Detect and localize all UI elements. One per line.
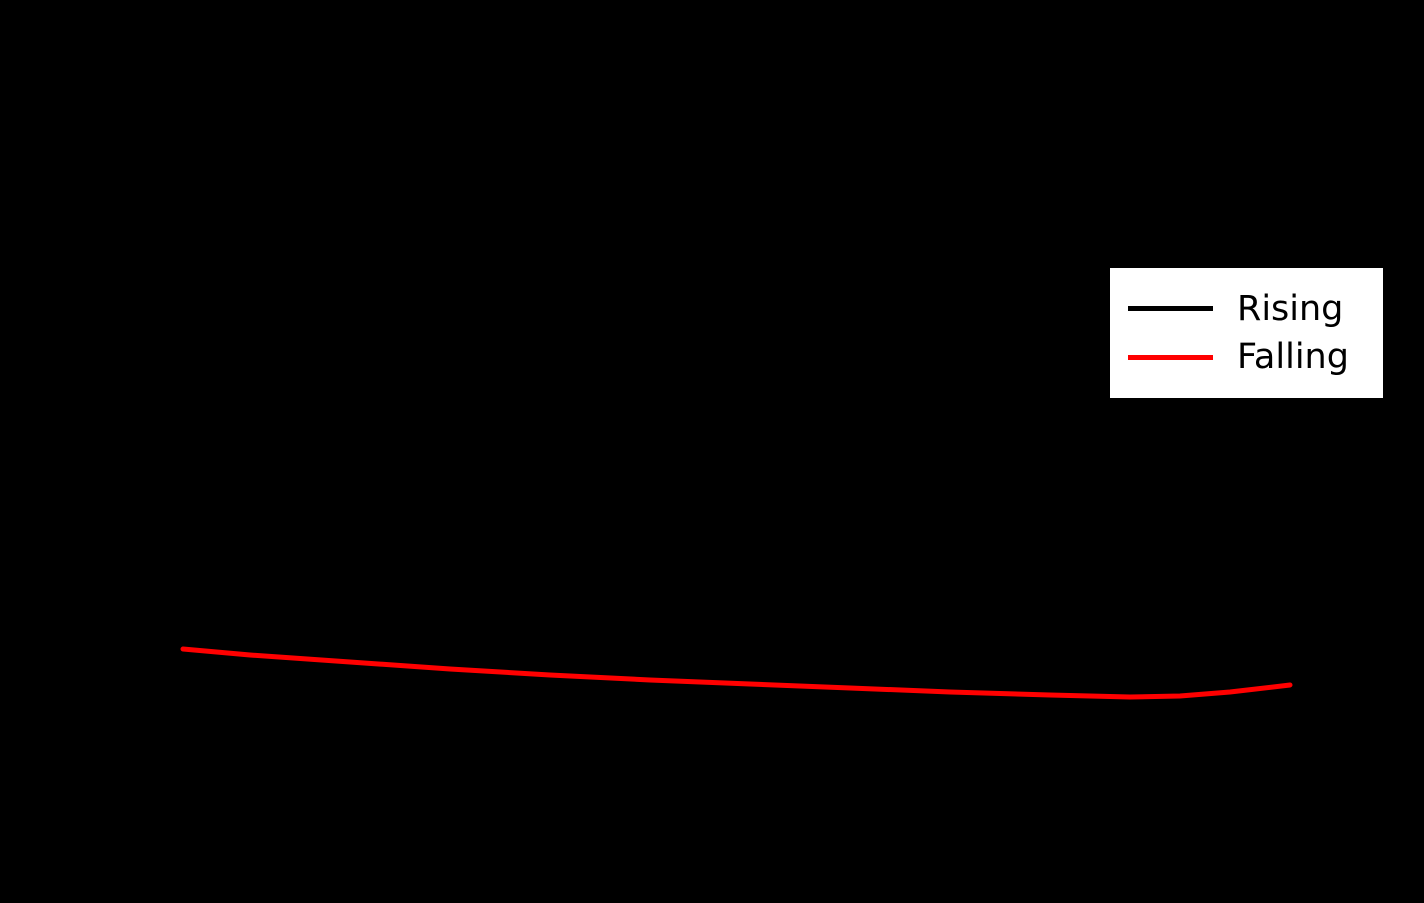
legend-item-falling: Falling	[1128, 338, 1383, 377]
legend: Rising Falling	[1108, 266, 1385, 400]
rising-line-swatch	[1128, 306, 1213, 312]
falling-line-swatch	[1128, 354, 1213, 360]
legend-label-falling: Falling	[1237, 337, 1349, 377]
legend-label-rising: Rising	[1237, 288, 1344, 329]
series-line-falling	[180, 646, 1293, 700]
legend-item-rising: Rising	[1128, 288, 1383, 329]
